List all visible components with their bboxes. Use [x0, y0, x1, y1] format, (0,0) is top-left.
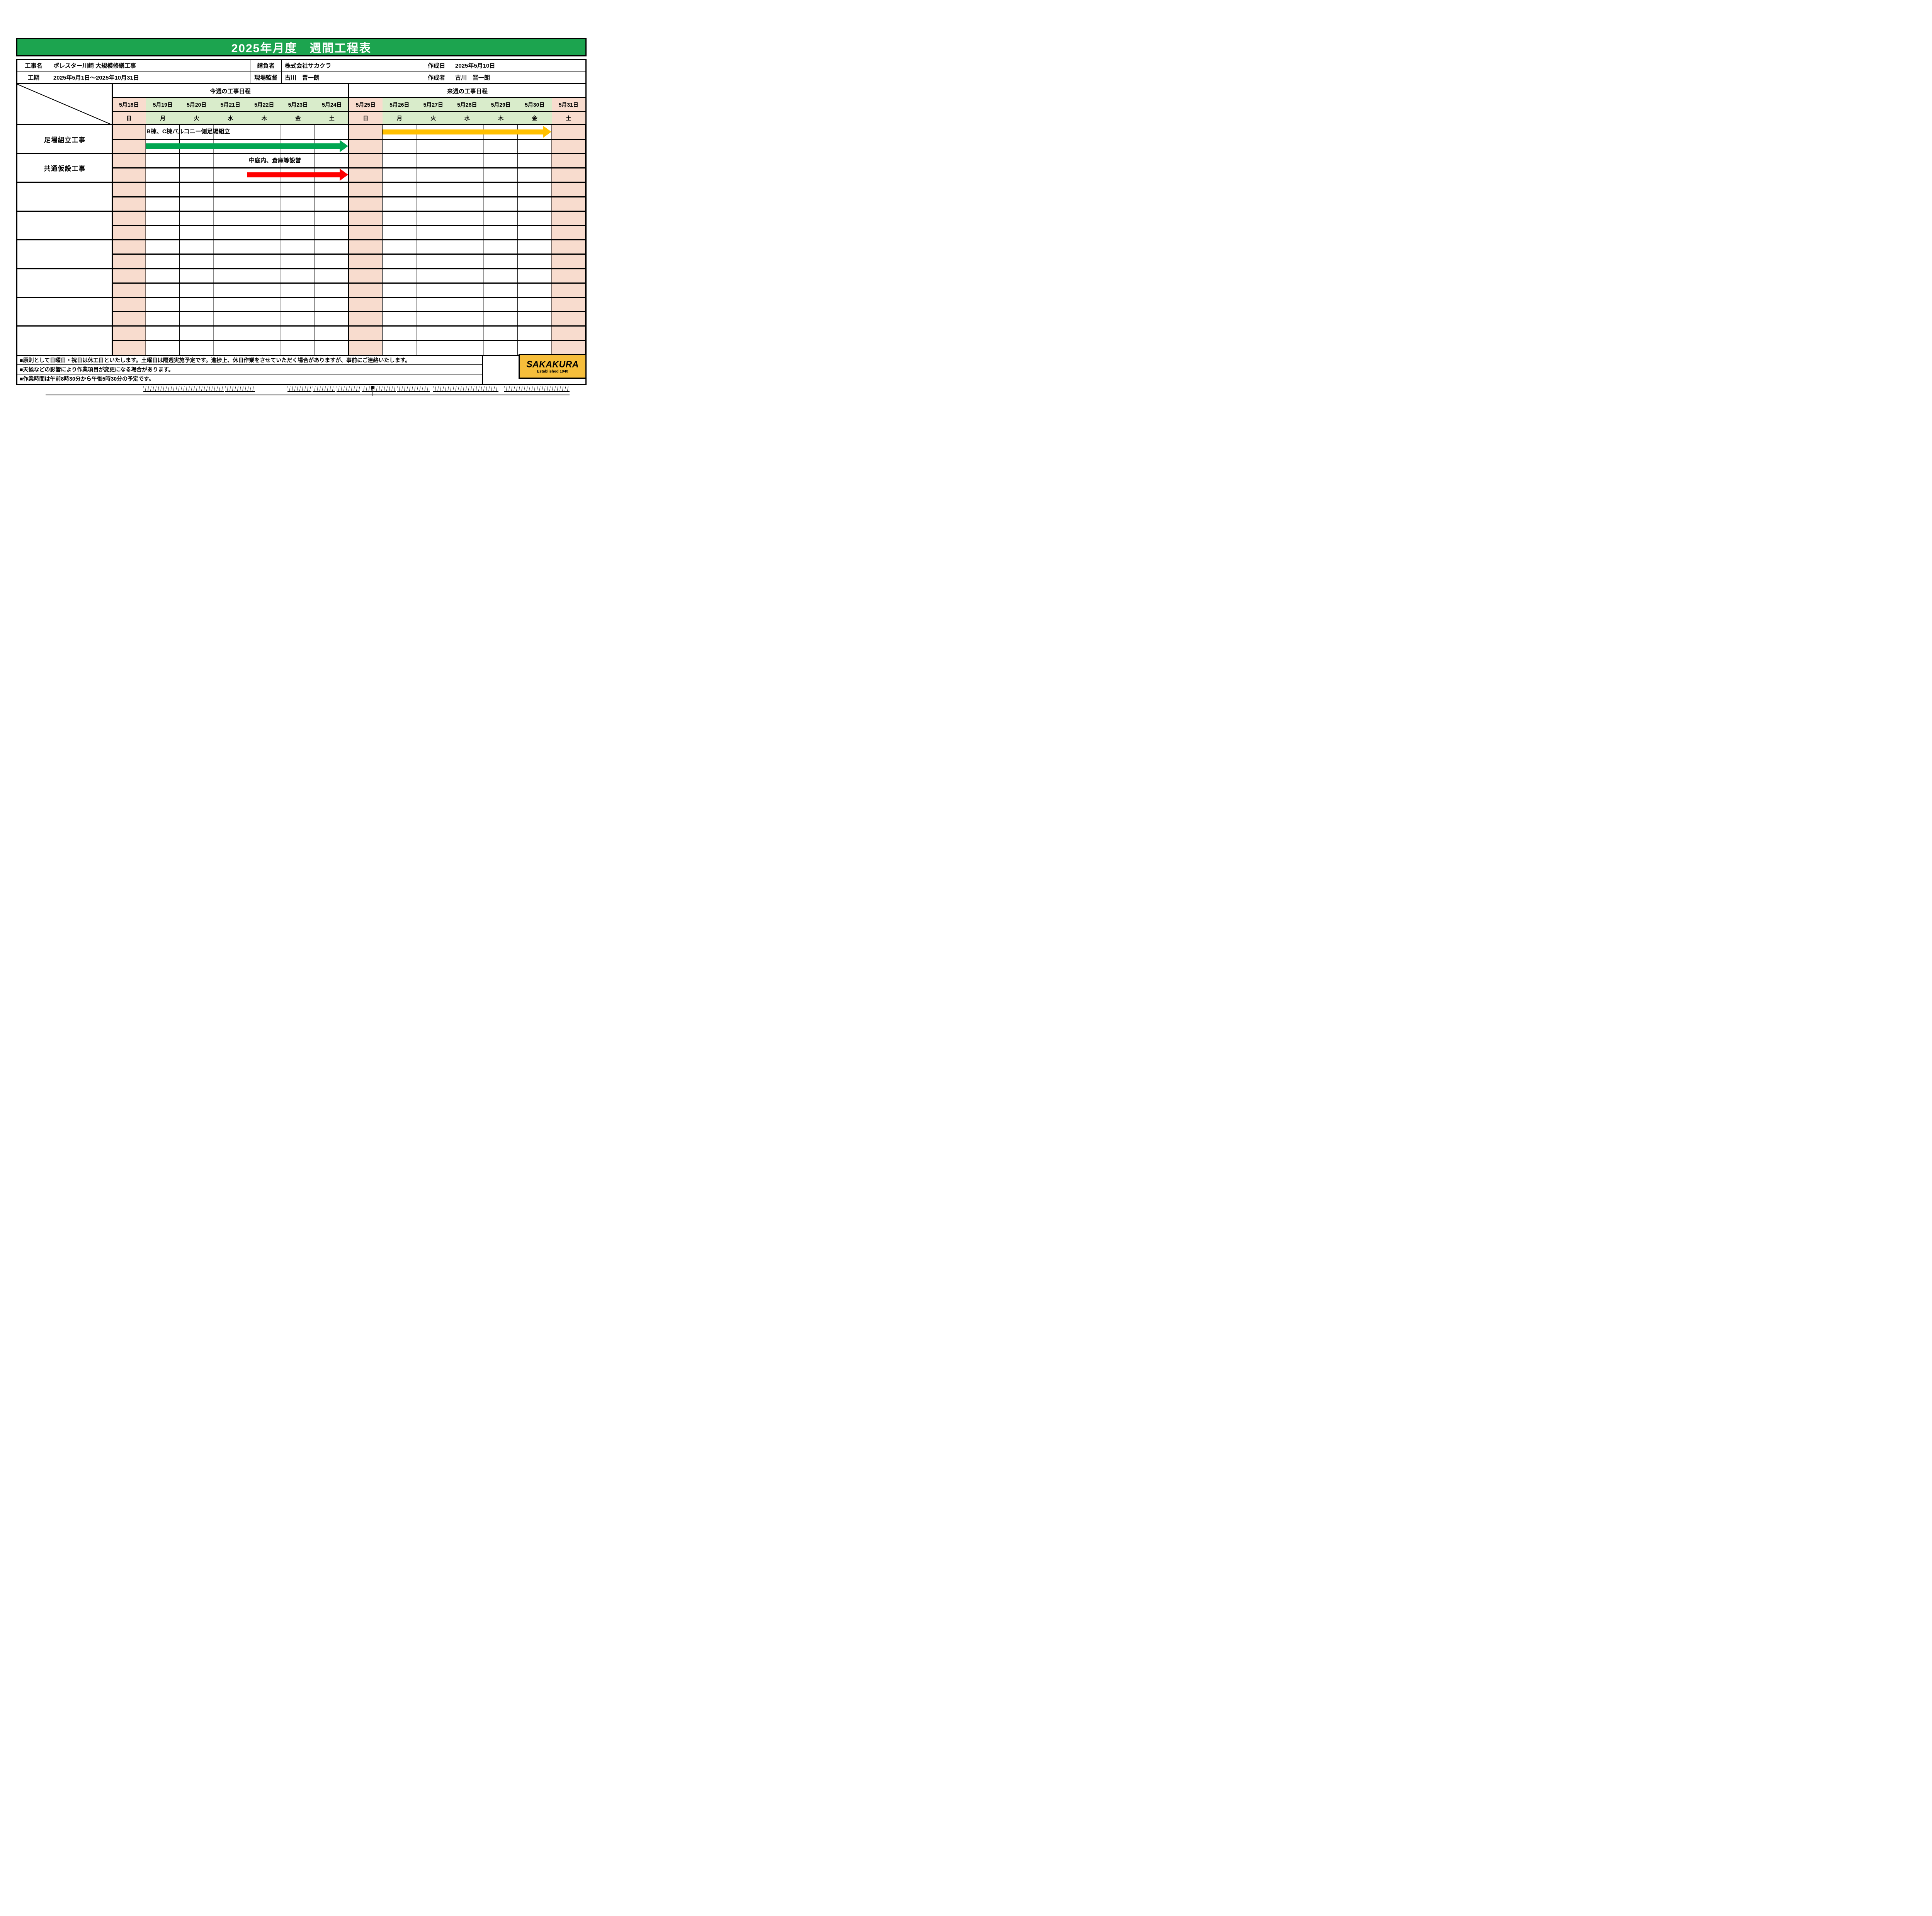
arrow-bar — [383, 129, 543, 134]
hatch-artifact — [287, 386, 311, 392]
label-construction-period: 工期 — [17, 71, 50, 83]
note-holidays: ■原則として日曜日・祝日は休工日といたします。土曜日は隔週実施予定です。進捗上、… — [17, 356, 482, 365]
label-author: 作成者 — [421, 71, 452, 83]
dow-cell: 土 — [551, 111, 585, 125]
dow-cell: 日 — [349, 111, 383, 125]
date-cell: 5月31日 — [551, 98, 585, 111]
dow-row: 日 月 火 水 木 金 土 日 月 火 水 木 金 土 — [112, 111, 585, 125]
date-cell: 5月22日 — [247, 98, 281, 111]
note-weather: ■天候などの影響により作業項目が変更になる場合があります。 — [17, 365, 482, 374]
label-column-divider — [112, 84, 113, 355]
task-label-empty — [17, 298, 112, 326]
grid-line — [17, 325, 585, 327]
dow-cell: 金 — [518, 111, 552, 125]
date-cell: 5月27日 — [416, 98, 450, 111]
project-info-table: 工事名 ポレスター川崎 大規模修繕工事 請負者 株式会社サカクラ 作成日 202… — [16, 59, 587, 84]
date-cell: 5月25日 — [349, 98, 383, 111]
grid-line — [17, 153, 585, 154]
corner-diagonal-line — [17, 84, 112, 125]
hatch-artifact — [433, 386, 498, 392]
hatch-artifact — [225, 386, 255, 392]
label-site-supervisor: 現場監督 — [250, 71, 282, 83]
page-title: 2025年月度 週間工程表 — [231, 42, 372, 55]
dow-cell: 月 — [383, 111, 417, 125]
arrow-head — [340, 168, 348, 181]
hatch-artifact — [337, 386, 360, 392]
date-cell: 5月23日 — [281, 98, 315, 111]
value-site-supervisor: 古川 晋一朗 — [282, 71, 421, 83]
date-cell: 5月29日 — [484, 98, 518, 111]
temp-works-bar — [247, 168, 348, 181]
date-cell: 5月21日 — [213, 98, 247, 111]
annotation-temp-works: 中庭内、倉庫等設営 — [249, 157, 301, 164]
dow-cell: 日 — [112, 111, 146, 125]
task-label-empty — [17, 269, 112, 297]
arrow-bar — [247, 172, 340, 177]
hatch-artifact — [313, 386, 335, 392]
date-cell: 5月20日 — [180, 98, 214, 111]
arrow-bar — [146, 143, 340, 149]
notes-box: ■原則として日曜日・祝日は休工日といたします。土曜日は隔週実施予定です。進捗上、… — [17, 356, 483, 384]
notes-frame: ■原則として日曜日・祝日は休工日といたします。土曜日は隔週実施予定です。進捗上、… — [16, 355, 587, 385]
next-week-header: 来週の工事日程 — [447, 88, 488, 95]
value-contractor: 株式会社サカクラ — [282, 60, 421, 71]
title-bar: 2025年月度 週間工程表 — [16, 38, 587, 56]
grid-line — [17, 124, 585, 125]
hatch-artifact — [143, 386, 224, 392]
date-cell: 5月18日 — [112, 98, 146, 111]
dow-cell: 金 — [281, 111, 315, 125]
task-label-empty — [17, 240, 112, 269]
grid-line — [17, 239, 585, 240]
note-work-hours: ■作業時間は午前8時30分から午後5時30分の予定です。 — [20, 376, 154, 382]
value-author: 古川 晋一朗 — [455, 74, 490, 81]
logo-tagline: Established 1940 — [537, 369, 568, 374]
dow-cell: 木 — [247, 111, 281, 125]
date-cell: 5月26日 — [383, 98, 417, 111]
grid-line — [17, 268, 585, 269]
task-label-empty — [17, 182, 112, 211]
task-label-empty — [17, 326, 112, 355]
scaffold-this-week-bar — [146, 140, 348, 152]
dow-cell: 月 — [146, 111, 180, 125]
dow-cell: 火 — [416, 111, 450, 125]
label-contractor: 請負者 — [250, 60, 282, 71]
date-cell: 5月28日 — [450, 98, 484, 111]
print-mark — [372, 388, 373, 396]
date-row: 5月18日 5月19日 5月20日 5月21日 5月22日 5月23日 5月24… — [112, 98, 585, 111]
grid-line — [17, 297, 585, 298]
dow-cell: 水 — [213, 111, 247, 125]
task-label-empty — [17, 211, 112, 240]
dow-cell: 火 — [180, 111, 214, 125]
dow-cell: 土 — [315, 111, 349, 125]
this-week-header: 今週の工事日程 — [210, 88, 251, 95]
week-divider — [348, 84, 349, 355]
value-project-name: ポレスター川崎 大規模修繕工事 — [50, 60, 250, 71]
scaffold-next-week-bar — [383, 126, 551, 138]
arrow-head — [340, 140, 348, 152]
label-created-date: 作成日 — [421, 60, 452, 71]
hatch-artifact — [397, 386, 430, 392]
grid-line — [17, 211, 585, 212]
date-cell: 5月19日 — [146, 98, 180, 111]
schedule-table: 今週の工事日程 来週の工事日程 5月18日 5月19日 5月20日 5月21日 … — [16, 83, 587, 356]
task-label-scaffold: 足場組立工事 — [44, 136, 86, 144]
sakakura-logo: SAKAKURA Established 1940 — [519, 354, 587, 379]
date-cell: 5月24日 — [315, 98, 349, 111]
print-mark — [371, 386, 374, 389]
annotation-scaffold: B棟、C棟バルコニー側足場組立 — [146, 128, 230, 135]
logo-brand-text: SAKAKURA — [526, 358, 579, 369]
task-label-temp-works: 共通仮設工事 — [44, 165, 86, 172]
hatch-artifact — [362, 386, 396, 392]
value-created-date: 2025年5月10日 — [452, 60, 585, 71]
schedule-sheet: 2025年月度 週間工程表 工事名 ポレスター川崎 大規模修繕工事 請負者 株式… — [0, 0, 597, 422]
arrow-head — [543, 126, 551, 138]
value-construction-period: 2025年5月1日～2025年10月31日 — [50, 71, 250, 83]
grid-line — [17, 182, 585, 183]
date-cell: 5月30日 — [518, 98, 552, 111]
label-project-name: 工事名 — [17, 60, 50, 71]
hatch-artifact — [504, 386, 570, 392]
dow-cell: 木 — [484, 111, 518, 125]
dow-cell: 水 — [450, 111, 484, 125]
